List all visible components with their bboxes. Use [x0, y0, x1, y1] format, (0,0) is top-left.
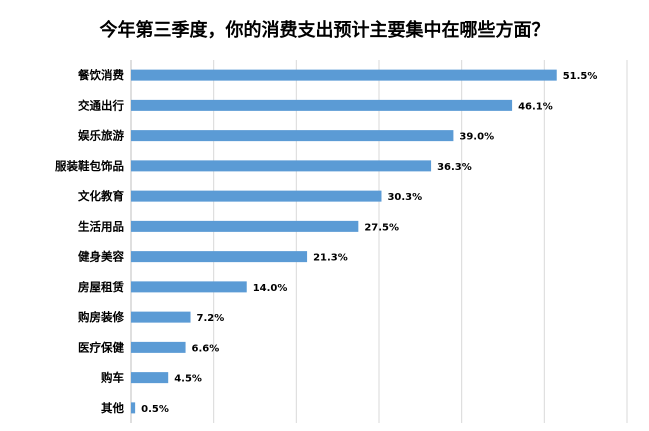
- data-label: 46.1%: [518, 101, 553, 112]
- category-label: 健身美容: [78, 250, 124, 264]
- bar: [131, 311, 191, 323]
- bar: [131, 281, 247, 293]
- category-label: 购房装修: [78, 310, 124, 324]
- bar: [131, 69, 557, 81]
- bar: [131, 402, 136, 414]
- category-label: 交通出行: [78, 98, 124, 112]
- category-label: 服装鞋包饰品: [55, 159, 124, 173]
- bar: [131, 220, 359, 232]
- bar: [131, 372, 169, 384]
- data-label: 27.5%: [364, 222, 399, 233]
- category-label: 医疗保健: [78, 340, 124, 354]
- category-label: 其他: [101, 401, 124, 415]
- category-label: 购车: [101, 371, 124, 385]
- bar: [131, 341, 186, 353]
- data-label: 51.5%: [563, 71, 598, 82]
- bar: [131, 160, 432, 172]
- data-label: 6.6%: [192, 343, 220, 354]
- category-label: 娱乐旅游: [78, 129, 124, 143]
- chart-title: 今年第三季度，你的消费支出预计主要集中在哪些方面？: [99, 20, 550, 41]
- data-label: 0.5%: [141, 404, 169, 415]
- data-label: 21.3%: [313, 253, 348, 264]
- data-label: 36.3%: [437, 162, 472, 173]
- bar: [131, 130, 454, 142]
- bar: [131, 99, 513, 111]
- data-label: 4.5%: [174, 374, 202, 385]
- category-label: 文化教育: [78, 189, 124, 203]
- data-label: 30.3%: [387, 192, 422, 203]
- category-label: 餐饮消费: [77, 68, 124, 82]
- bar: [131, 190, 382, 202]
- data-label: 14.0%: [253, 283, 288, 294]
- data-label: 7.2%: [197, 313, 225, 324]
- category-label: 生活用品: [78, 219, 124, 233]
- bar: [131, 251, 308, 263]
- data-label: 39.0%: [459, 132, 494, 143]
- category-label: 房屋租赁: [78, 280, 124, 294]
